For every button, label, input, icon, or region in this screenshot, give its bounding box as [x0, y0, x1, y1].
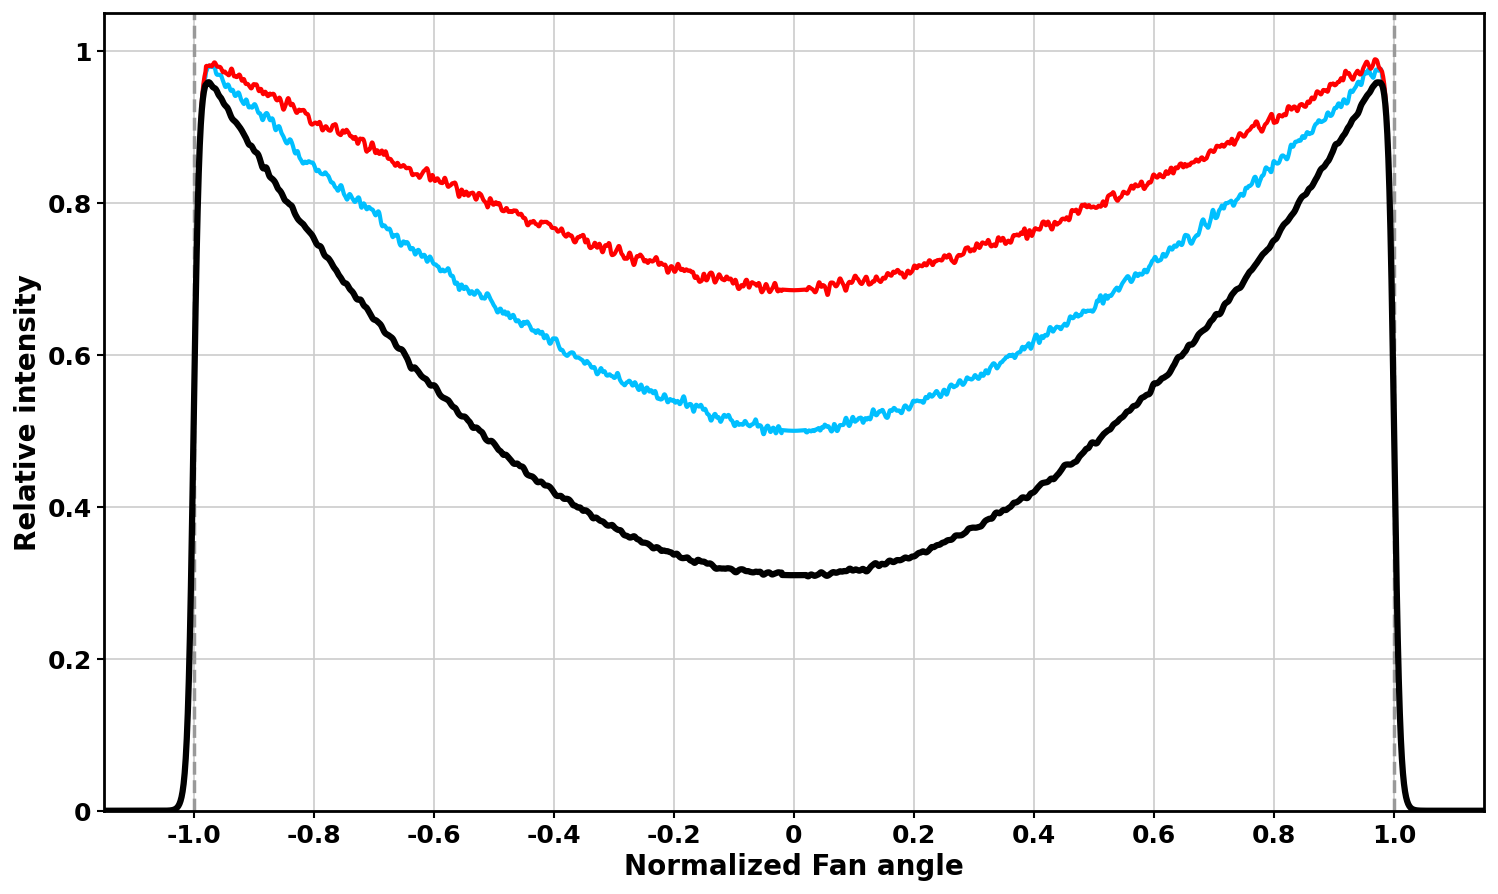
X-axis label: Normalized Fan angle: Normalized Fan angle [625, 852, 963, 880]
Y-axis label: Relative intensity: Relative intensity [13, 274, 42, 551]
